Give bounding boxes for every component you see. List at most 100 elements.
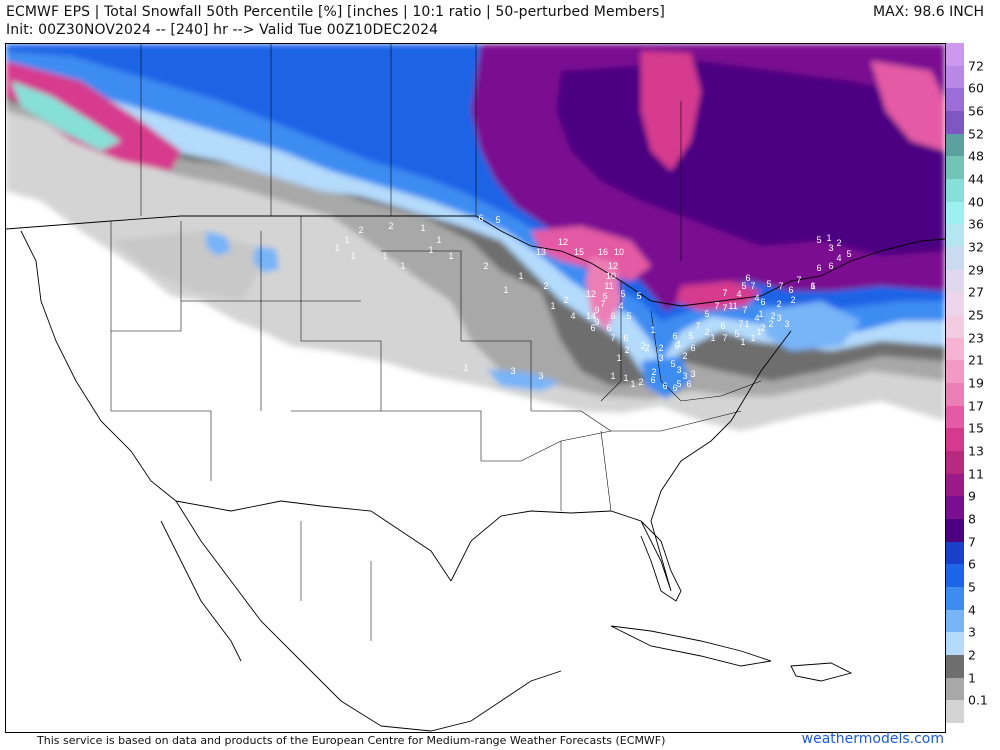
snow-amount-label: 7 bbox=[610, 333, 615, 343]
snow-amount-label: 2 bbox=[644, 343, 649, 353]
us-west-coast bbox=[20, 230, 177, 502]
snow-amount-label: 12 bbox=[608, 261, 618, 271]
snow-patch-new-england bbox=[761, 301, 861, 351]
snow-amount-label: 11 bbox=[604, 281, 613, 291]
snow-amount-label: 7 bbox=[695, 321, 700, 331]
snow-amount-label: 4 bbox=[754, 293, 759, 303]
snow-amount-label: 3 bbox=[828, 243, 833, 253]
snow-amount-label: 3 bbox=[658, 353, 663, 363]
snow-amount-label: 1 bbox=[503, 285, 508, 295]
snow-patch-wyoming bbox=[253, 246, 279, 273]
snow-amount-label: 4 bbox=[570, 311, 575, 321]
snow-amount-label: 2 bbox=[543, 281, 548, 291]
colorbar-swatch bbox=[946, 269, 964, 293]
colorbar-label: 13 bbox=[968, 443, 984, 459]
snow-max-quebec bbox=[871, 61, 945, 151]
snow-amount-label: 1 bbox=[518, 271, 523, 281]
colorbar-label: 23 bbox=[968, 330, 984, 346]
colorbar-swatch bbox=[946, 405, 964, 429]
snow-amount-label: 1 bbox=[650, 325, 655, 335]
snow-amount-label: 3 bbox=[538, 371, 543, 381]
snow-amount-label: 1 bbox=[334, 243, 339, 253]
snow-amount-label: 1 bbox=[740, 337, 745, 347]
snow-amount-label: 7 bbox=[742, 305, 747, 315]
colorbar-swatch bbox=[946, 451, 964, 475]
snow-amount-label: 5 bbox=[816, 235, 821, 245]
colorbar-swatch bbox=[946, 700, 964, 724]
snow-amount-label: 5 bbox=[495, 215, 500, 225]
snow-amount-label: 2 bbox=[483, 261, 488, 271]
snow-amount-label: 2 bbox=[388, 221, 393, 231]
snow-amount-label: 5 bbox=[688, 331, 693, 341]
snow-amount-label: 2 bbox=[770, 311, 775, 321]
snow-amount-label: 1 bbox=[610, 371, 615, 381]
colorbar-label: 0.1 bbox=[968, 692, 988, 708]
snow-amount-label: 7 bbox=[778, 281, 783, 291]
colorbar-swatch bbox=[946, 65, 964, 89]
snow-amount-label: 5 bbox=[766, 279, 771, 289]
colorbar-swatch bbox=[946, 315, 964, 339]
colorbar-label: 40 bbox=[968, 194, 984, 210]
cuba bbox=[610, 625, 772, 667]
snow-amount-label: 6 bbox=[602, 291, 607, 301]
snow-amount-label: 1 bbox=[616, 353, 621, 363]
colorbar-swatch bbox=[946, 632, 964, 656]
colorbar-swatch bbox=[946, 609, 964, 633]
colorbar-swatch bbox=[946, 655, 964, 679]
snow-amount-label: 3 bbox=[690, 369, 695, 379]
snow-amount-label: 6 bbox=[720, 321, 725, 331]
colorbar-swatch bbox=[946, 133, 964, 157]
colorbar-label: 5 bbox=[968, 579, 976, 595]
snow-amount-label: 7 bbox=[600, 299, 605, 309]
snow-amount-label: 3 bbox=[776, 313, 781, 323]
colorbar-label: 15 bbox=[968, 420, 984, 436]
snow-max-bc-coast bbox=[6, 61, 181, 171]
snow-max-lake-superior bbox=[531, 226, 651, 281]
snow-amount-label: 13 bbox=[536, 247, 546, 257]
snow-amount-label: 3 bbox=[682, 371, 687, 381]
snow-amount-label: 4 bbox=[836, 253, 841, 263]
snow-amount-label: 5 bbox=[676, 379, 681, 389]
snow-max-lake-ontario bbox=[676, 281, 761, 311]
snow-amount-label: 6 bbox=[672, 383, 677, 393]
snow-amount-label: 1 bbox=[756, 327, 761, 337]
snow-amount-label: 1 bbox=[710, 333, 715, 343]
colorbar-label: 27 bbox=[968, 284, 984, 300]
snow-amount-label: 1 bbox=[826, 233, 831, 243]
snow-amount-label: 7 bbox=[722, 288, 727, 298]
colorbar-label: 56 bbox=[968, 103, 984, 119]
snow-amount-label: 5 bbox=[636, 291, 641, 301]
colorbar-swatch bbox=[946, 111, 964, 135]
snow-amount-label: 12 bbox=[586, 289, 596, 299]
snow-amount-label: 5 bbox=[626, 311, 631, 321]
colorbar-swatch bbox=[946, 43, 964, 67]
snow-amount-label: 6 bbox=[672, 331, 677, 341]
snow-amount-label: 7 bbox=[738, 319, 743, 329]
snow-max-hudson-bay bbox=[641, 51, 701, 171]
snow-amount-label: 2 bbox=[358, 225, 363, 235]
snow-amount-label: 14 bbox=[586, 311, 596, 321]
colorbar-swatch bbox=[946, 360, 964, 384]
weathermodels-link[interactable]: weathermodels.com bbox=[801, 731, 944, 747]
colorbar-label: 9 bbox=[968, 488, 976, 504]
snow-amount-label: 7 bbox=[722, 303, 727, 313]
snow-amount-label: 1 bbox=[400, 261, 405, 271]
colorbar-label: 6 bbox=[968, 556, 976, 572]
snow-amount-label: 6 bbox=[674, 341, 679, 351]
snow-amount-label: 7 bbox=[750, 281, 755, 291]
snow-amount-label: 1 bbox=[744, 319, 749, 329]
colorbar-swatch bbox=[946, 224, 964, 248]
snow-amount-label: 6 bbox=[650, 375, 655, 385]
colorbar-label: 60 bbox=[968, 80, 984, 96]
colorbar-label: 17 bbox=[968, 398, 984, 414]
max-snowfall-label: MAX: 98.6 INCH bbox=[873, 4, 984, 20]
snow-amount-label: 6 bbox=[690, 343, 695, 353]
snow-amount-label: 2 bbox=[760, 323, 765, 333]
snow-amount-label: 12 bbox=[558, 237, 568, 247]
snow-amount-label: 6 bbox=[623, 333, 628, 343]
snow-amount-label: 10 bbox=[614, 247, 624, 257]
snow-amount-label: 2 bbox=[790, 295, 795, 305]
snow-amount-label: 9 bbox=[594, 305, 599, 315]
snow-patch-appalachia bbox=[641, 356, 691, 399]
